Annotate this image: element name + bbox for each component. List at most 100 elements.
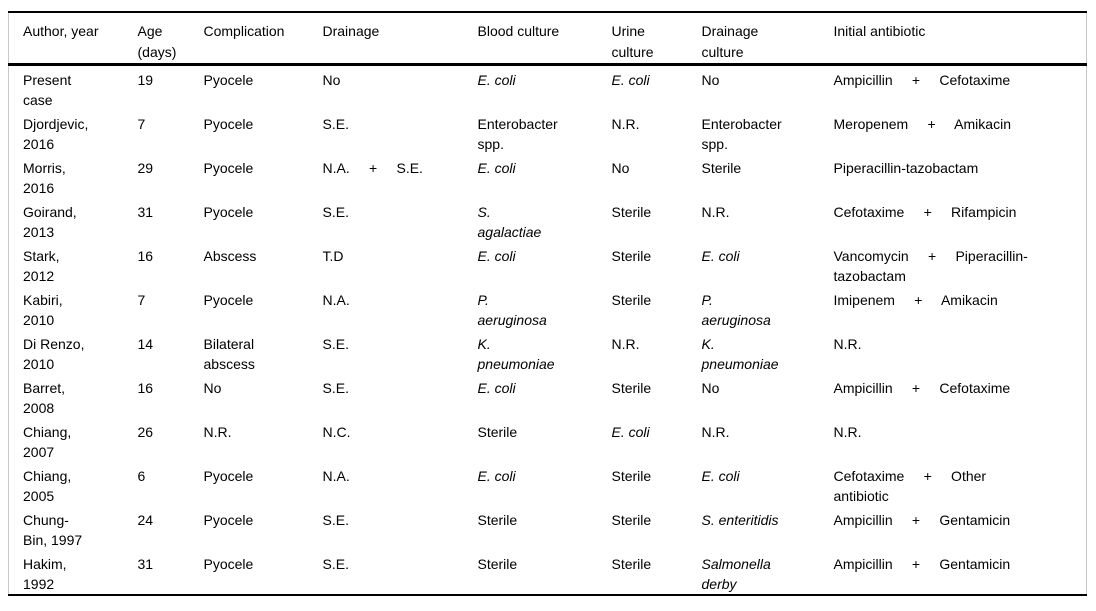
cell-complication: Abscess (203, 248, 257, 264)
cell-initial_antibiotic: Piperacillin-tazobactam (833, 160, 979, 176)
cell-blood_culture: Sterile (477, 424, 518, 440)
table-header: Author, year Age (days) Complication Draina… (8, 12, 1087, 66)
cell-complication: N.R. (203, 424, 232, 440)
cell-author: Present case (23, 72, 72, 108)
cell-drainage_culture: N.R. (701, 424, 730, 440)
cell-age: 26 (137, 424, 154, 440)
column-header-initial_antibiotic: Initial antibiotic (819, 12, 1087, 66)
cell-age: 14 (137, 336, 154, 352)
cell-urine_culture: Sterile (611, 204, 652, 220)
cell-drainage: T.D (322, 248, 344, 264)
cell-drainage_culture: No (701, 380, 720, 396)
table-row: Di Renzo, 2010 14 Bilateral abscess S.E. K. … (9, 330, 1087, 374)
cell-drainage: No (322, 72, 341, 88)
cell-initial_antibiotic: Ampicillin + Gentamicin (833, 556, 1011, 572)
table-row: Barret, 2008 16 No S.E. E. coli Sterile No Ampi… (9, 374, 1087, 418)
cell-age: 31 (137, 204, 154, 220)
column-header-author: Author, year (8, 12, 124, 66)
column-header-blood_culture: Blood culture (463, 12, 598, 66)
cell-blood_culture: P. aeruginosa (477, 292, 547, 328)
cell-blood_culture: E. coli (477, 468, 516, 484)
cell-blood_culture: E. coli (477, 160, 516, 176)
table-row: Kabiri, 2010 7 Pyocele N.A. P. aeruginosa Ste… (9, 286, 1087, 330)
table-row: Hakim, 1992 31 Pyocele S.E. Sterile Sterile Sa… (9, 550, 1087, 595)
cell-author: Goirand, 2013 (23, 204, 77, 240)
cell-drainage_culture: N.R. (701, 204, 730, 220)
cell-initial_antibiotic: Meropenem + Amikacin (833, 116, 1011, 132)
cell-initial_antibiotic: Ampicillin + Gentamicin (833, 512, 1011, 528)
table-row: Present case 19 Pyocele No E. coli E. coli No A… (9, 65, 1087, 111)
cell-age: 6 (137, 468, 146, 484)
cell-author: Hakim, 1992 (23, 556, 67, 592)
cell-drainage: N.C. (322, 424, 351, 440)
table-row: Goirand, 2013 31 Pyocele S.E. S. agalactiae S… (9, 198, 1087, 242)
table-row: Chiang, 2005 6 Pyocele N.A. E. coli Sterile E.… (9, 462, 1087, 506)
cell-urine_culture: Sterile (611, 380, 652, 396)
cell-drainage: S.E. (322, 204, 349, 220)
cell-drainage_culture: Salmonella derby (701, 556, 771, 592)
cell-author: Chiang, 2007 (23, 424, 72, 460)
cell-author: Djordjevic, 2016 (23, 116, 89, 152)
cell-drainage: S.E. (322, 380, 349, 396)
table-body: Present case 19 Pyocele No E. coli E. coli No A… (9, 65, 1087, 596)
cell-drainage_culture: E. coli (701, 468, 740, 484)
cell-initial_antibiotic: Cefotaxime + Rifampicin (833, 204, 1017, 220)
cell-age: 24 (137, 512, 154, 528)
cell-age: 7 (137, 116, 146, 132)
cell-blood_culture: Sterile (477, 512, 518, 528)
table-row: Chiang, 2007 26 N.R. N.C. Sterile E. coli N.R.… (9, 418, 1087, 462)
cell-drainage: N.A. (322, 292, 350, 308)
table-container: Author, year Age (days) Complication Draina… (8, 11, 1087, 596)
cell-complication: Pyocele (203, 556, 254, 572)
cell-age: 31 (137, 556, 154, 572)
cell-drainage_culture: Enterobacter spp. (701, 116, 782, 152)
cell-urine_culture: Sterile (611, 512, 652, 528)
cell-age: 16 (137, 248, 154, 264)
cell-drainage_culture: No (701, 72, 720, 88)
cell-initial_antibiotic: Imipenem + Amikacin (833, 292, 998, 308)
cell-author: Morris, 2016 (23, 160, 66, 196)
cell-initial_antibiotic: N.R. (833, 336, 862, 352)
cell-author: Kabiri, 2010 (23, 292, 63, 328)
cell-drainage: S.E. (322, 512, 349, 528)
cell-urine_culture: E. coli (611, 72, 650, 88)
cell-initial_antibiotic: Vancomycin + Piperacillin- tazobactam (833, 248, 1028, 284)
cell-blood_culture: E. coli (477, 72, 516, 88)
cell-age: 19 (137, 72, 154, 88)
cell-author: Stark, 2012 (23, 248, 60, 284)
column-header-age: Age (days) (123, 12, 190, 66)
cell-complication: Pyocele (203, 468, 254, 484)
cell-drainage_culture: P. aeruginosa (701, 292, 771, 328)
column-header-urine_culture: Urine culture (597, 12, 688, 66)
cell-complication: Bilateral abscess (203, 336, 255, 372)
column-header-complication: Complication (189, 12, 309, 66)
column-header-drainage: Drainage (308, 12, 464, 66)
cell-initial_antibiotic: N.R. (833, 424, 862, 440)
cell-drainage_culture: K. pneumoniae (701, 336, 779, 372)
cell-blood_culture: K. pneumoniae (477, 336, 555, 372)
cell-blood_culture: E. coli (477, 248, 516, 264)
cell-complication: Pyocele (203, 292, 254, 308)
cell-urine_culture: N.R. (611, 116, 640, 132)
cell-drainage: N.A. + S.E. (322, 160, 423, 176)
cell-blood_culture: Enterobacter spp. (477, 116, 558, 152)
cell-initial_antibiotic: Cefotaxime + Other antibiotic (833, 468, 987, 504)
cell-blood_culture: E. coli (477, 380, 516, 396)
cell-urine_culture: No (611, 160, 630, 176)
cell-drainage: N.A. (322, 468, 350, 484)
cell-drainage: S.E. (322, 116, 349, 132)
cell-author: Di Renzo, 2010 (23, 336, 85, 372)
cell-complication: Pyocele (203, 72, 254, 88)
cell-drainage_culture: E. coli (701, 248, 740, 264)
cell-drainage_culture: Sterile (701, 160, 742, 176)
cell-blood_culture: Sterile (477, 556, 518, 572)
cell-complication: Pyocele (203, 512, 254, 528)
cell-urine_culture: Sterile (611, 292, 652, 308)
cell-author: Chung- Bin, 1997 (23, 512, 83, 548)
cell-age: 7 (137, 292, 146, 308)
cell-author: Barret, 2008 (23, 380, 66, 416)
cell-drainage: S.E. (322, 336, 349, 352)
cell-urine_culture: N.R. (611, 336, 640, 352)
cell-age: 16 (137, 380, 154, 396)
